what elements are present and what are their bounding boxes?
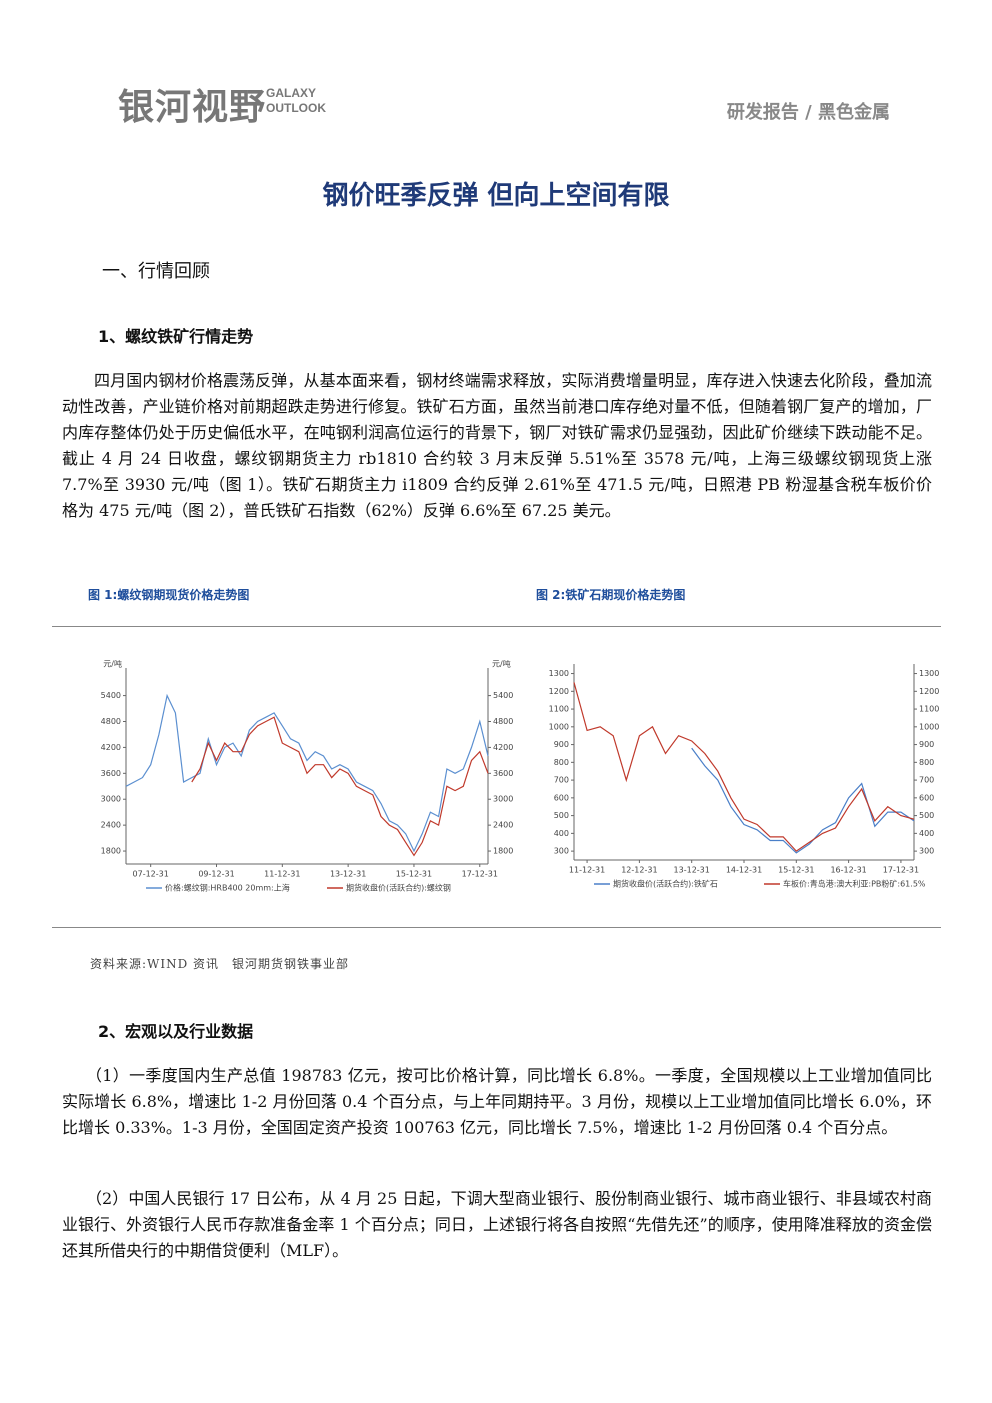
line-series <box>573 682 915 852</box>
y2-axis-label: 元/吨 <box>492 660 511 669</box>
y2-tick-label: 1100 <box>919 705 939 714</box>
title: 钢价旺季反弹 但向上空间有限 <box>322 181 670 211</box>
y2-tick-label: 5400 <box>493 691 513 700</box>
y-tick-label: 1800 <box>101 847 121 856</box>
y-tick-label: 1300 <box>549 669 569 678</box>
y2-tick-label: 2400 <box>493 821 513 830</box>
brand-en: OUTLOOK <box>266 101 326 115</box>
x-tick-label: 09-12-31 <box>198 870 234 879</box>
figure-caption: 图 2:铁矿石期现价格走势图 <box>536 588 686 602</box>
x-tick-label: 12-12-31 <box>621 866 657 875</box>
y2-tick-label: 400 <box>919 829 934 838</box>
y-tick-label: 4200 <box>101 743 121 752</box>
x-tick-label: 07-12-31 <box>133 870 169 879</box>
y-tick-label: 700 <box>554 776 569 785</box>
legend-label: 价格:螺纹钢:HRB400 20mm:上海 <box>165 883 290 893</box>
x-tick-label: 17-12-31 <box>883 866 919 875</box>
y2-tick-label: 500 <box>919 811 934 820</box>
y-tick-label: 4800 <box>101 717 121 726</box>
source: 资料来源:WIND 资讯 银河期货钢铁事业部 <box>90 957 350 971</box>
y-tick-label: 3600 <box>101 769 121 778</box>
y-tick-label: 300 <box>554 847 569 856</box>
y-tick-label: 5400 <box>101 691 121 700</box>
y-tick-label: 500 <box>554 811 569 820</box>
x-tick-label: 15-12-31 <box>778 866 814 875</box>
x-tick-label: 16-12-31 <box>830 866 866 875</box>
y-tick-label: 2400 <box>101 821 121 830</box>
y2-tick-label: 1300 <box>919 669 939 678</box>
paragraph: （2）中国人民银行 17 日公布，从 4 月 25 日起，下调大型商业银行、股份… <box>62 1189 932 1260</box>
paragraph: （1）一季度国内生产总值 198783 亿元，按可比价格计算，同比增长 6.8%… <box>62 1066 932 1137</box>
chart: 300 400 500 600 700 800 900 1000 1100 1200 1300 300… <box>549 664 939 889</box>
chart: 元/吨 元/吨 1800 2400 3000 3600 4200 4800 5400 1800 24… <box>101 660 514 893</box>
y-tick-label: 800 <box>554 758 569 767</box>
y-tick-label: 400 <box>554 829 569 838</box>
y-tick-label: 1000 <box>549 722 569 731</box>
y2-tick-label: 4800 <box>493 717 513 726</box>
y2-tick-label: 3600 <box>493 769 513 778</box>
y2-tick-label: 1800 <box>493 847 513 856</box>
x-tick-label: 17-12-31 <box>462 870 498 879</box>
x-tick-label: 13-12-31 <box>674 866 710 875</box>
y2-tick-label: 4200 <box>493 743 513 752</box>
y2-tick-label: 800 <box>919 758 934 767</box>
brand-en: GALAXY <box>266 86 317 100</box>
y-tick-label: 1200 <box>549 687 569 696</box>
figure-caption: 图 1:螺纹钢期现货价格走势图 <box>88 588 250 602</box>
category: 研发报告 / 黑色金属 <box>726 102 890 123</box>
rule <box>52 626 941 627</box>
legend-label: 期货收盘价(活跃合约):螺纹钢 <box>346 883 451 893</box>
y2-tick-label: 300 <box>919 847 934 856</box>
x-tick-label: 11-12-31 <box>569 866 605 875</box>
line-series <box>125 693 489 853</box>
x-tick-label: 14-12-31 <box>726 866 762 875</box>
brand: 银河视野 <box>118 87 267 128</box>
x-tick-label: 15-12-31 <box>396 870 432 879</box>
y2-tick-label: 700 <box>919 776 934 785</box>
y2-tick-label: 900 <box>919 740 934 749</box>
subsection-heading: 1、螺纹铁矿行情走势 <box>98 327 254 346</box>
line-series <box>691 747 915 854</box>
y2-tick-label: 1200 <box>919 687 939 696</box>
y2-tick-label: 600 <box>919 793 934 802</box>
y-tick-label: 600 <box>554 793 569 802</box>
rule <box>52 927 941 928</box>
legend-label: 期货收盘价(活跃合约):铁矿石 <box>613 879 718 889</box>
y-tick-label: 3000 <box>101 795 121 804</box>
y-tick-label: 1100 <box>549 705 569 714</box>
x-tick-label: 11-12-31 <box>264 870 300 879</box>
y-axis-label: 元/吨 <box>103 660 122 669</box>
y2-tick-label: 3000 <box>493 795 513 804</box>
paragraph: 四月国内钢材价格震荡反弹，从基本面来看，钢材终端需求释放，实际消费增量明显，库存… <box>62 371 932 520</box>
line-series <box>191 716 489 857</box>
y2-tick-label: 1000 <box>919 722 939 731</box>
subsection-heading: 2、宏观以及行业数据 <box>98 1022 254 1041</box>
legend-label: 车板价:青岛港:澳大利亚:PB粉矿:61.5% <box>783 879 926 889</box>
y-tick-label: 900 <box>554 740 569 749</box>
section-heading: 一、行情回顾 <box>102 261 210 282</box>
x-tick-label: 13-12-31 <box>330 870 366 879</box>
